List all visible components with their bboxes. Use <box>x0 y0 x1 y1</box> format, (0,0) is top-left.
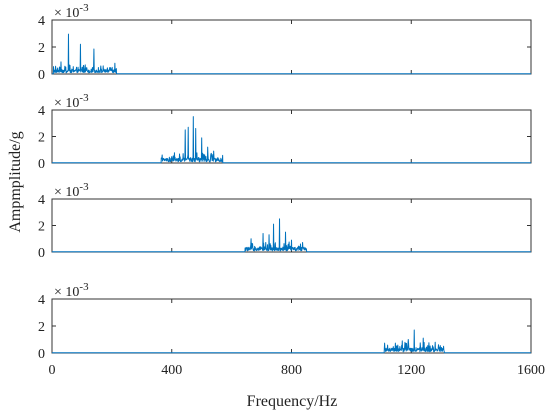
y-tick-label: 0 <box>38 68 45 83</box>
subplot-2: 0 2 4 × 10-3 <box>38 92 532 172</box>
x-tick-label: 1200 <box>397 363 425 378</box>
axes-box-1 <box>51 19 532 75</box>
signal-series-2 <box>52 116 531 164</box>
y-tick-label: 4 <box>38 104 45 119</box>
y-tick-label: 0 <box>38 246 45 261</box>
subplot-4: 0 2 4 × 10-3 <box>38 281 532 362</box>
subplot-1: 0 2 4 × 10-3 <box>38 2 532 83</box>
y-exponent-label: × 10-3 <box>54 281 89 300</box>
y-tick-label: 2 <box>38 320 45 335</box>
y-exponent-label: × 10-3 <box>54 92 89 111</box>
y-tick-label: 0 <box>38 347 45 362</box>
y-exponent-label: × 10-3 <box>54 181 89 200</box>
signal-series-1 <box>52 33 531 75</box>
y-tick-label: 2 <box>38 41 45 56</box>
y-axis-label: Ampmplitude/g <box>7 131 24 232</box>
axes-box-2 <box>51 109 532 164</box>
y-exponent-label: × 10-3 <box>54 2 89 21</box>
x-axis-label: Frequency/Hz <box>247 393 338 410</box>
y-tick-label: 4 <box>38 14 45 29</box>
signal-series-3 <box>52 218 531 253</box>
x-tick-label: 800 <box>281 363 302 378</box>
plot-layer: 0 2 4 × 10-3 0 2 4 × 10-3 0 2 4 × 10-3 0 2 4 × 10-3 0 400… <box>38 2 545 378</box>
y-tick-label: 0 <box>38 157 45 172</box>
axes-box-4 <box>51 298 532 354</box>
y-tick-label: 2 <box>38 220 45 235</box>
y-tick-label: 2 <box>38 131 45 146</box>
signal-series-4 <box>52 329 531 354</box>
y-tick-label: 4 <box>38 293 45 308</box>
y-tick-label: 4 <box>38 193 45 208</box>
subplot-3: 0 2 4 × 10-3 <box>38 181 532 261</box>
x-tick-label: 1600 <box>517 363 545 378</box>
x-tick-label: 0 <box>49 363 56 378</box>
x-tick-label: 400 <box>161 363 182 378</box>
